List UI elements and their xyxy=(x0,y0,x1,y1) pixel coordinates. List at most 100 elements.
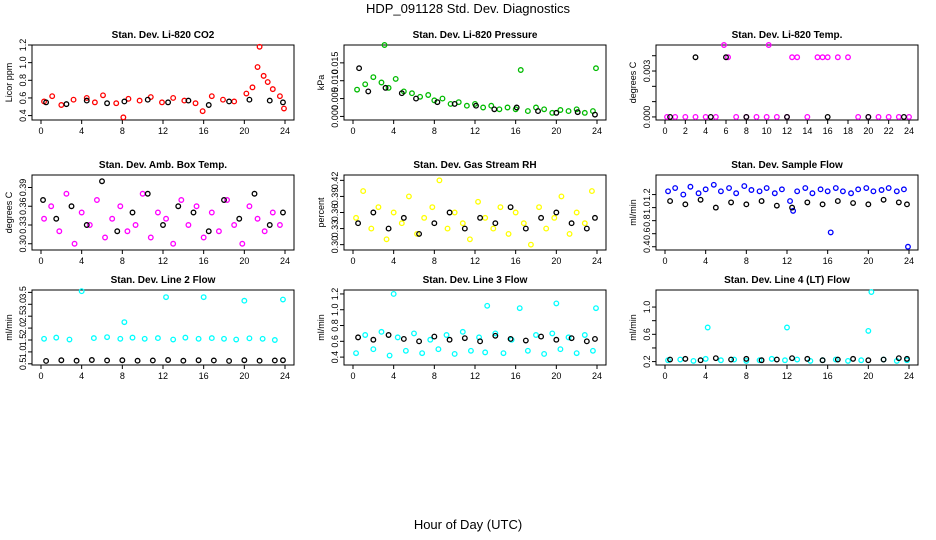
data-point xyxy=(254,215,261,222)
data-point xyxy=(233,336,240,343)
x-tick-label: 16 xyxy=(199,371,209,381)
data-point xyxy=(667,198,674,205)
data-point xyxy=(383,236,390,243)
data-point xyxy=(398,90,405,97)
data-point xyxy=(535,108,541,115)
data-point xyxy=(249,84,256,91)
x-tick-label: 20 xyxy=(239,371,249,381)
data-point xyxy=(524,347,531,354)
data-point xyxy=(386,352,393,359)
x-tick-label: 8 xyxy=(432,126,437,136)
data-point xyxy=(581,332,588,338)
data-point xyxy=(385,332,392,338)
data-point xyxy=(804,199,811,206)
data-point xyxy=(773,356,780,363)
data-point xyxy=(446,209,453,216)
y-tick-label: 0.8 xyxy=(330,319,340,332)
y-tick-label: 0.30 xyxy=(330,236,340,254)
data-point xyxy=(390,290,397,297)
data-point xyxy=(254,64,261,71)
y-tick-label: 0.015 xyxy=(330,52,340,75)
data-point xyxy=(834,54,841,61)
data-point xyxy=(49,93,56,100)
data-point xyxy=(664,113,670,120)
data-point xyxy=(400,214,407,221)
data-point xyxy=(353,214,359,221)
data-point xyxy=(850,200,857,206)
x-tick-label: 10 xyxy=(762,126,772,136)
x-tick-label: 8 xyxy=(744,256,749,266)
data-point xyxy=(414,230,420,237)
data-point xyxy=(771,190,778,197)
y-tick-label: 1.0 xyxy=(18,56,28,69)
data-point xyxy=(40,197,46,203)
data-point xyxy=(190,209,197,216)
data-point xyxy=(568,335,575,342)
data-point xyxy=(451,209,458,216)
y-axis-label: degrees C xyxy=(4,191,14,233)
data-point xyxy=(63,190,70,197)
data-point xyxy=(239,240,246,247)
data-point xyxy=(677,356,684,363)
x-tick-label: 20 xyxy=(863,256,873,266)
data-point xyxy=(390,209,397,216)
data-point xyxy=(482,214,489,221)
panel-6: Stan. Dev. Sample Flow 0 4 8 12 16 20 24 0.40.60… xyxy=(628,160,919,266)
data-point xyxy=(48,203,55,210)
y-tick-label: 0.005 xyxy=(330,87,340,110)
data-point xyxy=(743,355,750,362)
data-point xyxy=(538,333,545,340)
data-point xyxy=(73,357,80,364)
x-tick-label: 12 xyxy=(782,256,792,266)
data-point xyxy=(205,102,212,108)
data-point xyxy=(144,96,151,103)
x-tick-label: 0 xyxy=(350,371,355,381)
x-tick-label: 8 xyxy=(744,126,749,136)
data-point xyxy=(593,305,599,312)
data-point xyxy=(53,334,60,341)
data-point xyxy=(280,209,286,216)
data-point xyxy=(682,201,689,208)
data-point xyxy=(185,97,192,104)
data-point xyxy=(368,225,375,232)
data-point xyxy=(763,185,770,191)
data-point xyxy=(56,228,63,235)
data-point xyxy=(385,84,392,91)
data-point xyxy=(170,336,177,343)
data-point xyxy=(814,54,821,61)
y-tick-label: 0.36 xyxy=(18,197,28,215)
x-tick-label: 6 xyxy=(723,126,728,136)
data-point xyxy=(182,334,189,341)
data-point xyxy=(461,225,468,232)
data-point xyxy=(839,188,846,195)
y-tick-label: 0.010 xyxy=(330,69,340,92)
data-point xyxy=(804,355,811,362)
data-point xyxy=(411,330,417,337)
data-point xyxy=(125,95,132,102)
data-point xyxy=(725,54,731,61)
data-point xyxy=(266,222,273,228)
x-tick-label: 4 xyxy=(703,256,708,266)
x-tick-label: 16 xyxy=(511,371,521,381)
data-point xyxy=(904,355,910,362)
data-point xyxy=(743,357,750,364)
data-point xyxy=(221,335,227,342)
data-point xyxy=(280,99,286,106)
data-point xyxy=(702,355,709,362)
data-point xyxy=(165,99,172,106)
y-tick-label: 3.0 xyxy=(18,298,28,311)
y-tick-label: 1.5 xyxy=(18,334,28,347)
data-point xyxy=(557,107,564,113)
data-point xyxy=(721,42,727,48)
data-point xyxy=(70,96,77,103)
data-point xyxy=(592,335,598,342)
data-point xyxy=(900,186,907,193)
data-point xyxy=(672,113,679,120)
data-point xyxy=(246,96,253,103)
y-tick-label: 0.33 xyxy=(330,220,340,238)
data-point xyxy=(804,113,811,120)
data-point xyxy=(90,335,97,342)
y-tick-label: 1.0 xyxy=(642,301,652,314)
data-point xyxy=(895,199,902,206)
x-tick-label: 20 xyxy=(551,256,561,266)
